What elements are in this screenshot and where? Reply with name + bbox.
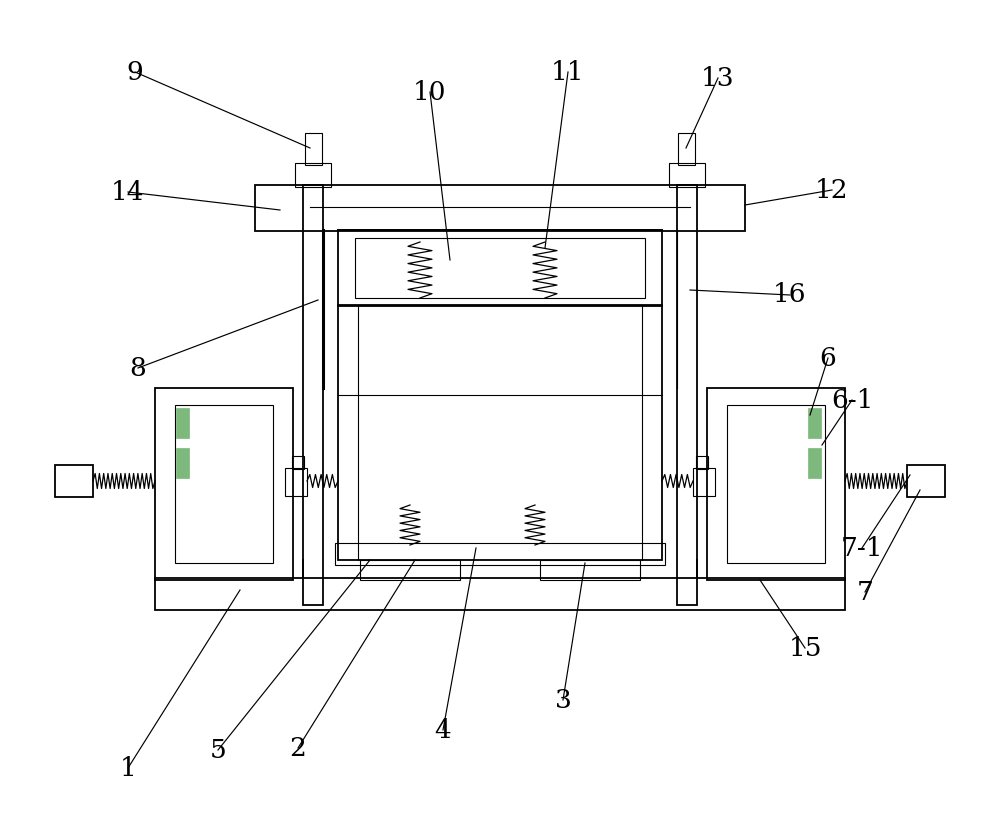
Bar [305,133,322,165]
Bar [175,405,273,563]
Text: 6-1: 6-1 [831,387,873,413]
Bar [907,465,945,497]
Bar [155,388,293,580]
Text: 15: 15 [788,635,822,661]
Bar [292,456,304,469]
Bar [55,465,93,497]
Text: 8: 8 [130,355,146,381]
Bar [677,185,697,605]
Text: 1: 1 [120,756,136,780]
Bar [360,560,460,580]
Bar [295,163,331,187]
Bar [176,408,189,438]
Text: 4: 4 [435,718,451,742]
Bar [155,578,845,610]
Text: 11: 11 [551,59,585,85]
Bar [678,133,695,165]
Text: 7: 7 [857,579,873,605]
Text: 2: 2 [290,736,306,761]
Bar [285,468,307,496]
Text: 6: 6 [820,345,836,371]
Text: 7-1: 7-1 [841,536,883,560]
Bar [255,185,745,231]
Bar [707,388,845,580]
Text: 9: 9 [127,59,143,85]
Text: 16: 16 [773,283,807,307]
Text: 13: 13 [701,65,735,91]
Bar [176,448,189,478]
Bar [696,456,708,469]
Bar [808,408,821,438]
Bar [727,405,825,563]
Text: 10: 10 [413,79,447,105]
Bar [808,448,821,478]
Bar [669,163,705,187]
Text: 14: 14 [111,180,145,204]
Bar [338,230,662,306]
Text: 12: 12 [815,177,849,203]
Bar [540,560,640,580]
Bar [693,468,715,496]
Bar [355,238,645,298]
Text: 5: 5 [210,737,226,762]
Bar [335,543,665,565]
Bar [338,305,662,560]
Bar [303,185,323,605]
Text: 3: 3 [555,687,571,713]
